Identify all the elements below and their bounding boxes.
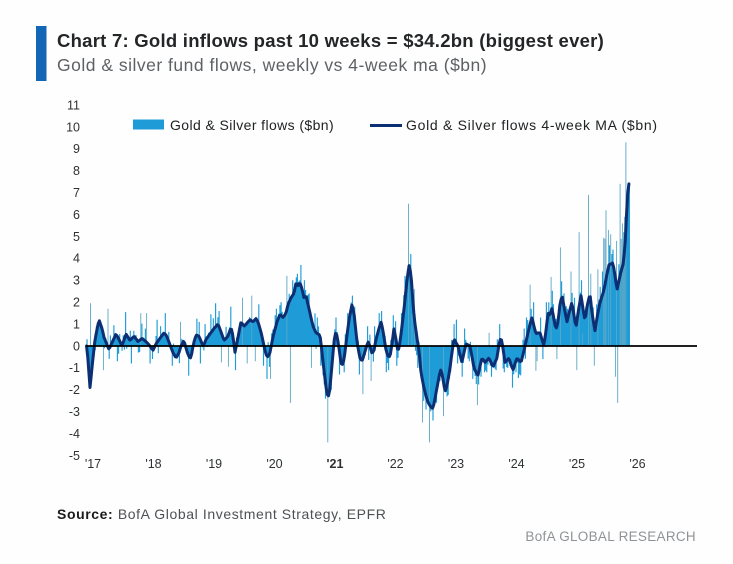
svg-text:4: 4: [73, 252, 80, 266]
svg-text:'23: '23: [448, 457, 464, 471]
svg-text:Chart 7: Gold inflows past 10: Chart 7: Gold inflows past 10 weeks = $3…: [57, 30, 604, 51]
svg-text:'19: '19: [206, 457, 222, 471]
svg-text:6: 6: [73, 208, 80, 222]
svg-text:'26: '26: [629, 457, 645, 471]
svg-text:9: 9: [73, 142, 80, 156]
svg-text:3: 3: [73, 274, 80, 288]
svg-text:2: 2: [73, 296, 80, 310]
svg-text:'21: '21: [327, 457, 344, 471]
svg-text:Gold & Silver flows ($bn): Gold & Silver flows ($bn): [170, 117, 334, 133]
svg-text:-2: -2: [69, 383, 80, 397]
svg-text:5: 5: [73, 230, 80, 244]
svg-text:-3: -3: [69, 405, 80, 419]
svg-text:10: 10: [66, 120, 80, 134]
svg-text:-4: -4: [69, 427, 80, 441]
svg-text:'24: '24: [508, 457, 524, 471]
svg-text:Gold & Silver flows 4-week MA: Gold & Silver flows 4-week MA ($bn): [406, 117, 658, 133]
svg-text:7: 7: [73, 186, 80, 200]
svg-text:'25: '25: [569, 457, 585, 471]
svg-text:-5: -5: [69, 449, 80, 463]
svg-text:BofA GLOBAL RESEARCH: BofA GLOBAL RESEARCH: [525, 529, 696, 544]
svg-text:1: 1: [73, 317, 80, 331]
svg-text:'18: '18: [145, 457, 161, 471]
svg-text:'20: '20: [266, 457, 282, 471]
svg-text:'17: '17: [85, 457, 101, 471]
svg-text:Source: BofA Global Investment: Source: BofA Global Investment Strategy,…: [57, 506, 386, 522]
svg-text:-1: -1: [69, 361, 80, 375]
svg-text:0: 0: [73, 339, 80, 353]
svg-text:Gold & silver fund flows, week: Gold & silver fund flows, weekly vs 4-we…: [57, 55, 487, 75]
svg-text:11: 11: [67, 98, 80, 112]
svg-text:'22: '22: [387, 457, 403, 471]
svg-text:8: 8: [73, 164, 80, 178]
